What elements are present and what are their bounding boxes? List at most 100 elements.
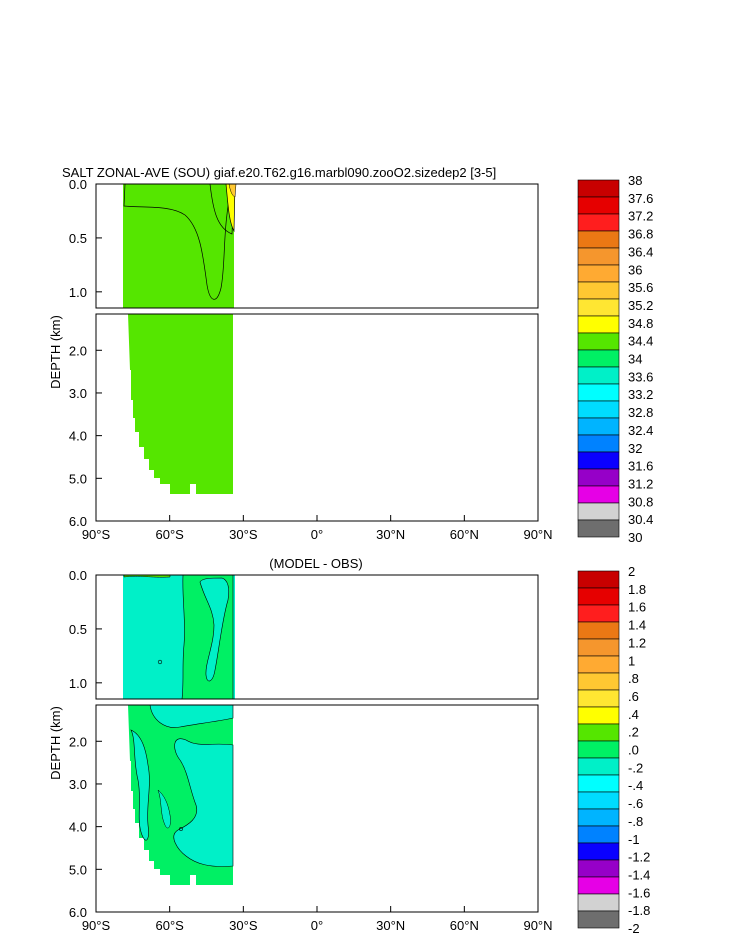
diff-lower-negative-top <box>149 705 234 728</box>
salt-colorbar-label: 38 <box>628 173 642 188</box>
salt-y-tick-label: 6.0 <box>69 514 87 529</box>
salt-colorbar-swatch <box>577 485 620 504</box>
salt-x-tick-label: 30°N <box>376 527 405 542</box>
diff-colorbar-swatch <box>577 740 620 759</box>
salt-colorbar-swatch <box>577 247 620 266</box>
salt-panel: SALT ZONAL-AVE (SOU) giaf.e20.T62.g16.ma… <box>48 165 653 545</box>
salt-colorbar-label: 34 <box>628 352 642 367</box>
diff-colorbar-label: .0 <box>628 743 639 758</box>
diff-x-tick-label: 90°S <box>82 918 111 933</box>
diff-y-tick-label: 4.0 <box>69 820 87 835</box>
diff-colorbar-label: -1 <box>628 832 640 847</box>
salt-colorbar-swatch <box>577 213 620 232</box>
salt-colorbar-swatch <box>577 434 620 453</box>
diff-x-tick-label: 0° <box>311 918 323 933</box>
salt-colorbar-label: 35.6 <box>628 280 653 295</box>
diff-x-tick-label: 60°N <box>450 918 479 933</box>
diff-colorbar-label: .8 <box>628 671 639 686</box>
diff-colorbar-label: 2 <box>628 564 635 579</box>
salt-y-tick-label: 2.0 <box>69 343 87 358</box>
diff-lower-negative-core <box>173 738 234 867</box>
diff-colorbar-swatch <box>577 859 620 878</box>
diff-lower-negative-small <box>157 789 171 829</box>
diff-panel: (MODEL - OBS) DEPT <box>48 556 650 936</box>
salt-y-ticks: 0.0 0.5 1.0 2.0 3.0 4.0 5.0 6.0 <box>69 177 102 529</box>
diff-colorbar-label: .2 <box>628 725 639 740</box>
salt-upper-subplot <box>95 183 539 309</box>
salt-colorbar-label: 32 <box>628 441 642 456</box>
salt-colorbar-swatch <box>577 332 620 351</box>
salt-colorbar-label: 31.6 <box>628 459 653 474</box>
diff-colorbar-swatch <box>577 876 620 895</box>
salt-colorbar-swatch <box>577 519 620 538</box>
diff-y-axis-label: DEPTH (km) <box>48 706 63 780</box>
salt-colorbar-swatch <box>577 417 620 436</box>
diff-y-tick-label: 2.0 <box>69 734 87 749</box>
salt-colorbar-swatch <box>577 281 620 300</box>
diff-lower-field <box>128 705 234 885</box>
diff-small-contour <box>157 659 163 665</box>
diff-y-tick-label: 0.5 <box>69 622 87 637</box>
diff-colorbar-swatch <box>577 757 620 776</box>
diff-lower-subplot <box>95 704 539 913</box>
diff-colorbar-swatch <box>577 774 620 793</box>
diff-upper-pocket <box>199 577 230 682</box>
salt-upper-frame <box>95 183 539 309</box>
salt-contour-35.2-outer <box>209 184 235 235</box>
salt-colorbar-swatch <box>577 230 620 249</box>
salt-colorbar-label: 33.6 <box>628 369 653 384</box>
diff-y-tick-label: 3.0 <box>69 777 87 792</box>
salt-y-tick-label: 0.0 <box>69 177 87 192</box>
diff-x-tick-label: 30°S <box>229 918 258 933</box>
diff-colorbar-label: .6 <box>628 689 639 704</box>
salt-colorbar-swatch <box>577 179 620 198</box>
diff-y-tick-label: 5.0 <box>69 862 87 877</box>
diff-x-tick-label: 60°S <box>155 918 184 933</box>
salt-y-tick-label: 5.0 <box>69 471 87 486</box>
diff-colorbar-swatch <box>577 910 620 929</box>
salt-colorbar-swatch <box>577 502 620 521</box>
diff-colorbar-swatch <box>577 655 620 674</box>
diff-colorbar-label: -.6 <box>628 796 643 811</box>
diff-colorbar-label: -.4 <box>628 778 643 793</box>
salt-colorbar-label: 36 <box>628 262 642 277</box>
diff-y-tick-label: 1.0 <box>69 676 87 691</box>
diff-upper-subplot <box>95 574 539 700</box>
salt-colorbar-label: 32.8 <box>628 405 653 420</box>
salt-y-tick-label: 3.0 <box>69 386 87 401</box>
diff-colorbar-swatch <box>577 842 620 861</box>
diff-colorbar-label: 1.8 <box>628 582 646 597</box>
salt-colorbar-label: 34.4 <box>628 334 653 349</box>
diff-upper-frame <box>95 574 539 700</box>
salt-colorbar-label: 34.8 <box>628 316 653 331</box>
salt-colorbar-label: 31.2 <box>628 476 653 491</box>
diff-colorbar-swatch <box>577 893 620 912</box>
salt-colorbar: 38 37.6 37.2 36.8 36.4 36 35.6 35.2 34.8 34.4 34 33… <box>577 173 653 545</box>
diff-colorbar-label: -1.4 <box>628 867 650 882</box>
salt-colorbar-swatch <box>577 400 620 419</box>
diff-colorbar-label: -.2 <box>628 760 643 775</box>
salt-colorbar-label: 37.2 <box>628 209 653 224</box>
diff-colorbar: 21.81.61.41.21.8.6.4.2.0-.2-.4-.6-.8-1-1… <box>577 564 650 936</box>
salt-x-tick-label: 60°N <box>450 527 479 542</box>
salt-upper-fill-edge <box>123 184 126 272</box>
salt-y-tick-label: 1.0 <box>69 285 87 300</box>
diff-colorbar-label: -2 <box>628 921 640 936</box>
diff-colorbar-swatch <box>577 689 620 708</box>
salt-x-tick-label: 90°S <box>82 527 111 542</box>
salt-colorbar-label: 36.4 <box>628 244 653 259</box>
salt-x-tick-label: 90°N <box>523 527 552 542</box>
salt-lower-field <box>128 314 233 494</box>
diff-colorbar-swatch <box>577 587 620 606</box>
salt-colorbar-swatch <box>577 366 620 385</box>
salt-colorbar-swatch <box>577 196 620 215</box>
diff-colorbar-label: 1.6 <box>628 600 646 615</box>
diff-colorbar-label: 1.2 <box>628 635 646 650</box>
diff-y-tick-label: 0.0 <box>69 568 87 583</box>
salt-y-tick-label: 0.5 <box>69 231 87 246</box>
diff-x-tick-label: 30°N <box>376 918 405 933</box>
diff-colorbar-label: .4 <box>628 707 639 722</box>
salt-warm-region <box>225 184 236 233</box>
salt-lower-fill <box>128 314 233 494</box>
